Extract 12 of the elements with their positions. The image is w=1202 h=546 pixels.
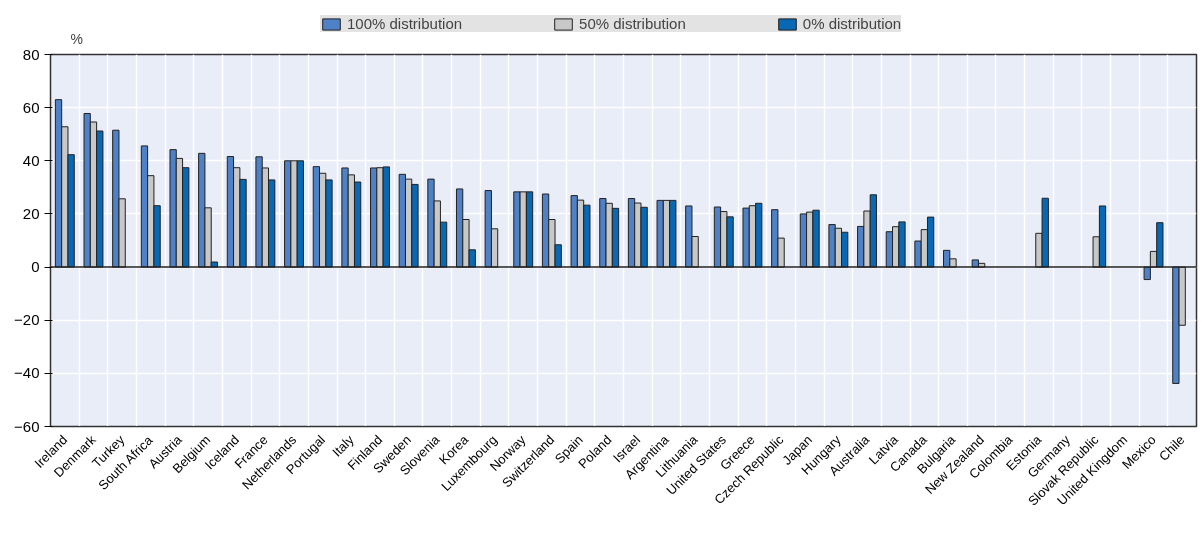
- y-tick-label: 80: [22, 45, 40, 63]
- legend-label: 100% distribution: [347, 15, 463, 32]
- y-axis-title: %: [70, 30, 83, 47]
- y-tick-label: −60: [14, 417, 40, 435]
- legend-label: 0% distribution: [802, 15, 902, 32]
- y-tick-label: 20: [22, 204, 40, 222]
- y-tick-label: 60: [22, 98, 40, 116]
- y-tick-label: −20: [14, 311, 40, 329]
- y-tick-label: 0: [31, 258, 40, 276]
- y-tick-label: −40: [14, 364, 40, 382]
- y-tick-label: 40: [22, 151, 40, 169]
- legend-label: 50% distribution: [579, 15, 686, 32]
